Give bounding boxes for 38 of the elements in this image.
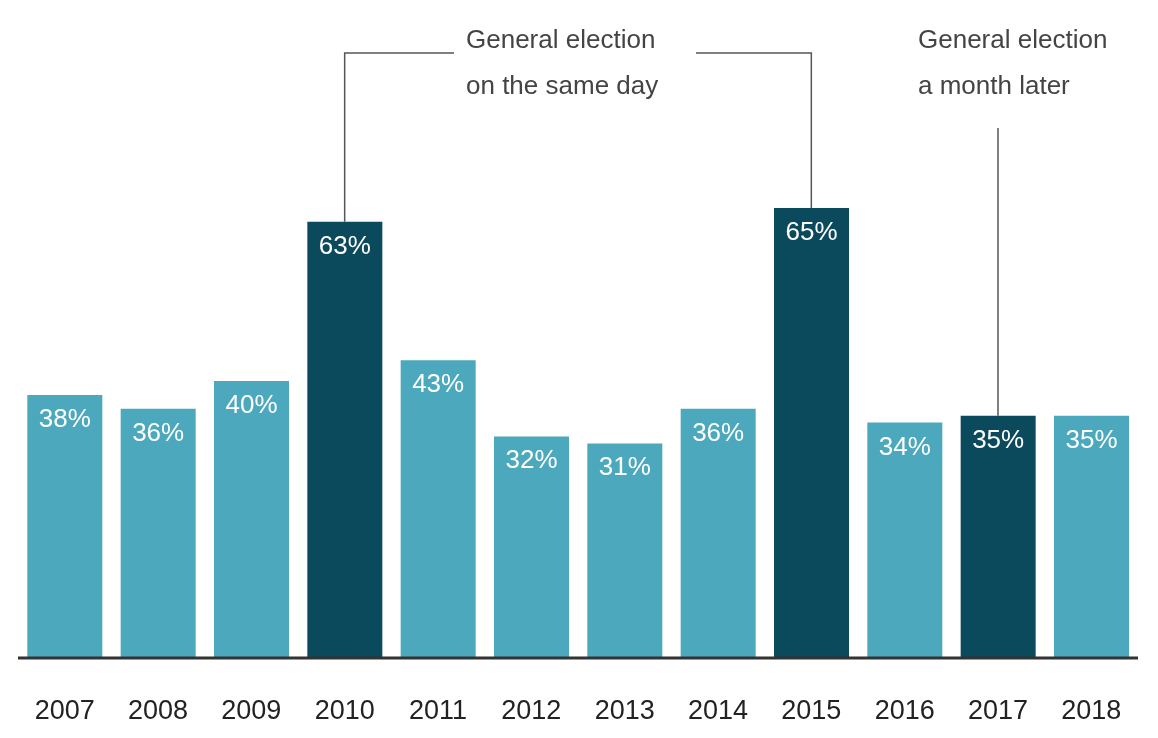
bar [1054,415,1129,658]
data-label: 40% [225,389,278,420]
bar [494,436,569,658]
bar [120,408,196,658]
data-label: 36% [692,416,745,447]
text: General election on the same day [466,23,660,102]
bar [307,221,383,658]
bar [214,381,289,658]
x-tick-label: 2016 [874,695,935,726]
data-label: 36% [132,416,185,447]
x-tick-label: 2011 [408,695,468,726]
bar [400,360,476,658]
data-label: 43% [412,368,465,399]
x-tick-label: 2013 [594,695,655,726]
data-label: 31% [598,451,651,482]
bar [960,415,1036,658]
data-label: 35% [972,423,1025,454]
x-tick-label: 2018 [1061,695,1122,726]
x-tick-label: 2017 [967,695,1029,726]
bar [27,394,103,658]
data-label: 65% [785,216,838,246]
x-tick-label: 2009 [221,695,282,726]
bar [587,443,663,658]
x-tick-label: 2014 [687,695,749,726]
bar [774,208,849,658]
data-label: 63% [318,229,371,260]
bar [680,408,756,658]
data-label: 32% [505,444,558,475]
x-tick-label: 2010 [314,695,375,726]
bar [867,422,943,658]
data-label: 38% [38,402,91,433]
annotation: General election a month later [918,23,1109,102]
data-label: 35% [1065,423,1118,454]
data-label: 34% [878,430,931,461]
x-tick-label: 2015 [781,695,842,726]
x-tick-label: 2008 [127,695,189,726]
x-tick-label: 2012 [501,695,562,726]
x-tick-label: 2007 [34,695,95,726]
